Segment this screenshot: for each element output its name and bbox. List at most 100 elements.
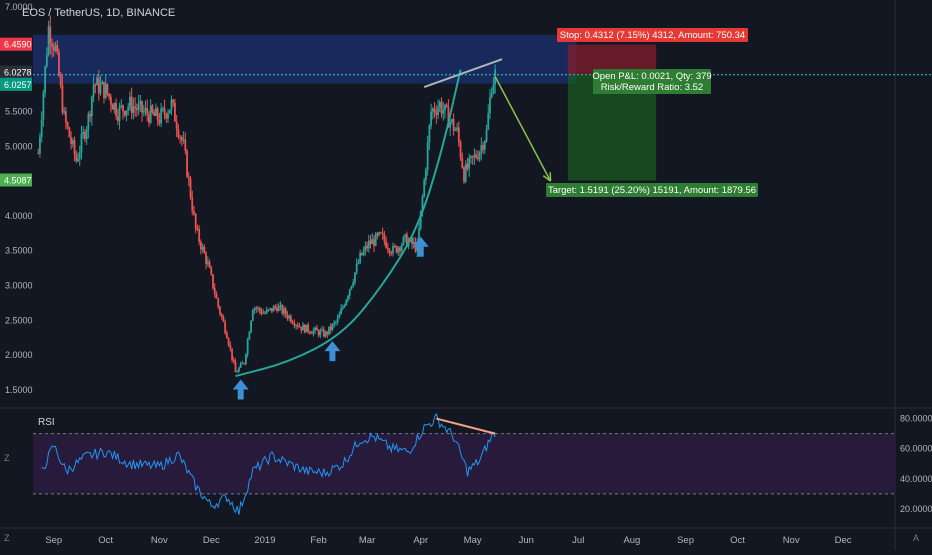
candle-body (45, 54, 48, 67)
candle-body (390, 252, 393, 254)
candle-body (359, 252, 362, 263)
candle-body (243, 363, 246, 365)
candle-body (205, 253, 207, 264)
candle-body (180, 137, 183, 141)
candle-body (430, 111, 433, 126)
time-tick-label: Oct (730, 535, 745, 546)
candle-body (290, 316, 292, 322)
stop-label-bg (557, 28, 748, 42)
candle-body (257, 307, 259, 309)
candle-body (489, 97, 491, 114)
candle-body (203, 246, 206, 254)
candles (37, 15, 497, 373)
candle-body (447, 106, 450, 128)
zoom-reset-icon[interactable]: Z (4, 533, 10, 543)
price-badge (0, 77, 32, 91)
auto-scale-icon[interactable]: A (913, 533, 920, 543)
projection-arrow-head (542, 172, 552, 182)
candle-body (412, 241, 415, 245)
open-pnl-label-bg (593, 69, 711, 94)
candle-body (199, 241, 202, 250)
candle-body (302, 324, 304, 331)
candle-body (174, 102, 176, 122)
candle-body (122, 105, 124, 112)
price-axis[interactable]: 7.0000 5.5000 5.0000 4.0000 3.5000 3.0000 2.50… (0, 2, 33, 395)
candle-body (111, 104, 114, 110)
candle-body (64, 111, 67, 123)
candle-body (130, 96, 133, 113)
candle-body (473, 154, 476, 158)
price-tick-label: 2.5000 (5, 315, 33, 325)
candle-body (191, 197, 194, 211)
candle-body (468, 157, 471, 169)
candle-body (229, 345, 232, 349)
candle-body (419, 210, 422, 229)
candle-body (461, 157, 464, 168)
candle-body (378, 232, 381, 236)
candle-body (84, 131, 86, 140)
candle-body (115, 103, 117, 117)
candle-body (206, 261, 209, 264)
candle-body (442, 110, 445, 114)
candle-body (264, 312, 266, 314)
candle-body (440, 102, 443, 114)
candle-body (82, 131, 85, 135)
candle-body (438, 102, 441, 108)
candle-body (219, 306, 221, 314)
candle-body (437, 107, 439, 116)
zoom-icon[interactable]: Z (4, 453, 10, 463)
time-tick-label: 2019 (254, 535, 275, 546)
rsi-tick-label: 40.0000 (900, 474, 932, 484)
price-badge-label: 6.0257 (4, 80, 32, 90)
candle-body (37, 153, 40, 155)
candle-body (210, 267, 213, 275)
candle-body (80, 134, 83, 153)
candle-body (137, 103, 140, 111)
candle-body (483, 141, 486, 150)
candle-body (224, 321, 227, 333)
candle-body (371, 239, 374, 245)
candle-body (108, 93, 111, 97)
candle-body (492, 84, 495, 94)
open-pnl-label-text: Open P&L: 0.0021, Qty: 379 (592, 71, 711, 82)
candle-body (241, 363, 244, 365)
candle-body (475, 154, 478, 158)
symbol-legend: EOS / TetherUS, 1D, BINANCE (22, 7, 176, 19)
candle-body (94, 84, 97, 86)
candle-body (303, 324, 306, 333)
candle-body (310, 332, 313, 334)
candle-body (288, 316, 291, 319)
candle-body (367, 240, 370, 249)
candle-body (329, 326, 332, 330)
candle-body (397, 247, 400, 253)
candle-body (196, 228, 199, 230)
candle-body (158, 119, 161, 124)
candle-body (309, 331, 311, 333)
candle-body (187, 176, 190, 179)
candle-body (118, 105, 121, 121)
candle-body (392, 245, 394, 254)
candle-body (286, 314, 289, 319)
candle-body (54, 44, 57, 51)
candle-body (476, 157, 479, 160)
candle-body (328, 326, 330, 335)
candle-body (291, 321, 294, 324)
up-arrow-icon (412, 236, 429, 257)
candle-body (336, 318, 339, 322)
candle-body (217, 298, 220, 307)
candle-body (125, 110, 128, 116)
candle-body (459, 142, 462, 158)
candle-body (163, 108, 166, 115)
candle-body (212, 274, 214, 289)
candle-body (298, 326, 301, 328)
candle-body (395, 246, 398, 253)
rsi-label: RSI (38, 417, 55, 428)
candle-body (376, 233, 379, 236)
candle-body (141, 101, 143, 113)
candle-body (333, 322, 336, 325)
candle-body (381, 232, 384, 235)
time-tick-label: Jun (519, 535, 534, 546)
candle-body (120, 105, 123, 107)
